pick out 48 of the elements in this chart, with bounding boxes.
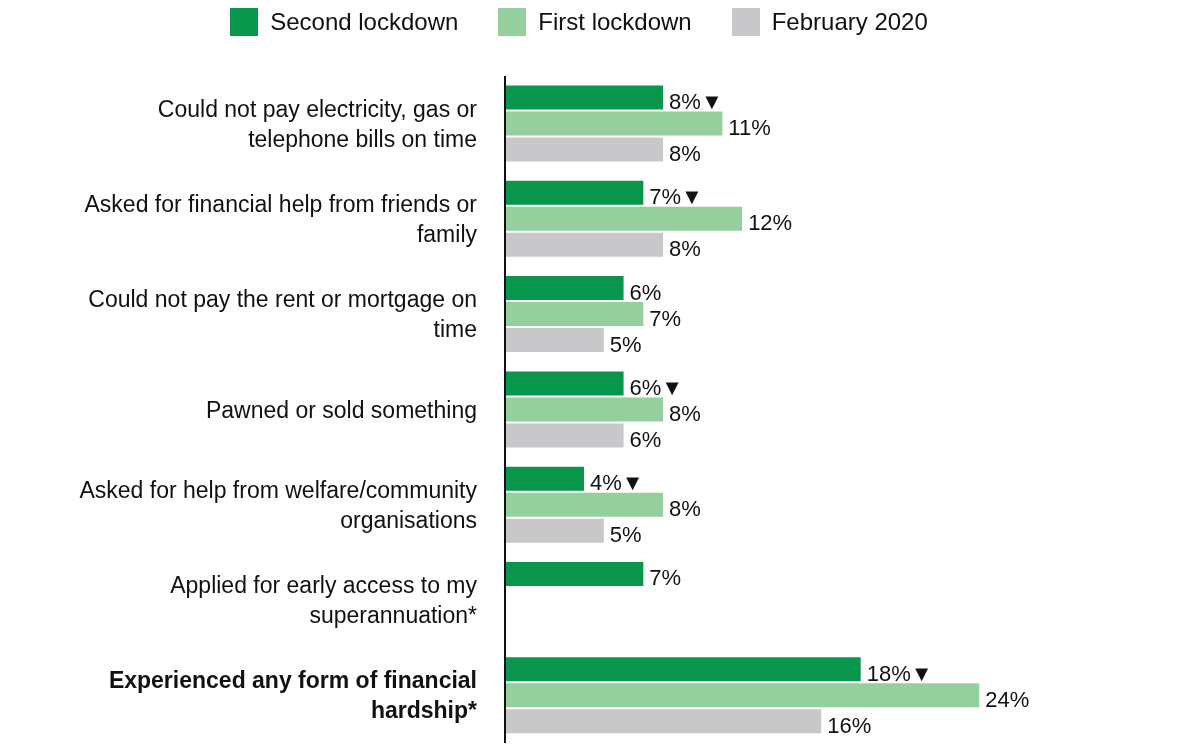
legend-label: February 2020 — [770, 8, 928, 36]
bar — [505, 397, 664, 422]
legend-label: Second lockdown — [269, 8, 459, 36]
bar — [505, 561, 644, 586]
y-tick-label: Experienced any form of financial hardship* — [108, 667, 478, 724]
y-tick-label: Could not pay the rent or mortgage on time — [88, 286, 477, 343]
data-label: 18%▼ — [866, 660, 933, 686]
data-label: 16% — [827, 712, 872, 738]
data-label: 8%▼ — [669, 89, 723, 115]
y-tick-label: Asked for help from welfare/community organisations — [79, 476, 478, 533]
bar — [505, 276, 624, 301]
data-label: 8% — [669, 496, 701, 522]
legend-label: First lockdown — [537, 8, 692, 36]
data-label: 8% — [669, 141, 701, 167]
bar — [505, 492, 664, 517]
data-label: 11% — [728, 115, 771, 141]
bar — [505, 518, 604, 543]
bar — [505, 180, 644, 205]
data-label: 7% — [649, 305, 682, 331]
data-label: 6% — [629, 279, 662, 305]
bar — [505, 657, 861, 682]
bar — [505, 466, 585, 491]
data-label: 24% — [985, 686, 1030, 712]
data-label: 6% — [629, 426, 662, 452]
bar — [505, 371, 624, 396]
bar — [505, 709, 822, 734]
y-tick-label: Could not pay electricity, gas or telephone bills on time — [157, 95, 478, 152]
data-label: 12% — [748, 210, 793, 236]
bar — [505, 302, 644, 327]
bar — [505, 328, 604, 353]
y-tick-label: Asked for financial help from friends or family — [84, 190, 478, 247]
bar — [505, 683, 980, 708]
bar — [505, 137, 664, 162]
bar — [505, 111, 723, 136]
data-label: 8% — [669, 400, 701, 426]
data-label: 8% — [669, 236, 701, 262]
bar — [505, 232, 664, 257]
y-tick-label: Applied for early access to my superannuation* — [170, 572, 478, 629]
data-label: 7%▼ — [649, 184, 703, 210]
data-label: 4%▼ — [590, 470, 644, 496]
bar — [505, 206, 743, 231]
data-label: 5% — [609, 331, 642, 357]
bar — [505, 423, 624, 448]
data-label: 5% — [609, 522, 642, 548]
bar — [505, 85, 664, 110]
data-label: 6%▼ — [629, 374, 684, 400]
data-label: 7% — [649, 565, 682, 591]
y-tick-label: Pawned or sold something — [205, 396, 477, 423]
